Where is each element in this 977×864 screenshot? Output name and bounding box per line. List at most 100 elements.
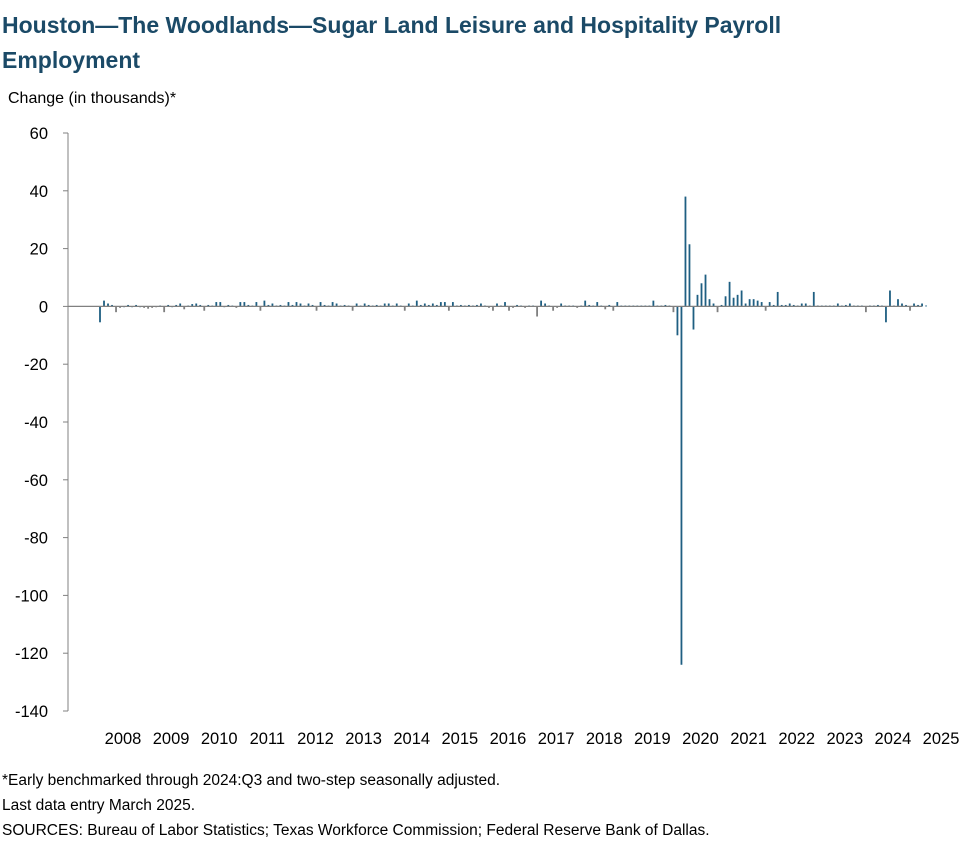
- bar: [744, 303, 747, 307]
- bar: [163, 306, 166, 313]
- y-tick-label: -120: [15, 645, 48, 663]
- bar: [239, 302, 242, 307]
- bar: [788, 303, 791, 307]
- bar: [708, 299, 711, 307]
- bar: [913, 303, 915, 307]
- y-axis-label: Change (in thousands)*: [8, 90, 177, 107]
- bar: [772, 304, 775, 307]
- bar: [476, 304, 478, 307]
- bar: [480, 303, 482, 307]
- y-tick-label: -60: [24, 472, 48, 490]
- y-tick-label: -20: [24, 356, 48, 374]
- chart-notes: *Early benchmarked through 2024:Q3 and t…: [2, 768, 710, 843]
- bar: [792, 304, 795, 307]
- bar: [403, 306, 406, 311]
- x-tick-label: 2012: [297, 730, 334, 748]
- bar: [836, 303, 839, 307]
- bar: [151, 306, 154, 308]
- bar: [584, 300, 587, 307]
- bar: [688, 244, 691, 307]
- bar: [692, 306, 695, 330]
- y-axis: 60 40 20 0 -20 -40 -60 -80 -100 -120 -140: [15, 125, 69, 721]
- bar: [684, 196, 687, 307]
- bar: [901, 303, 903, 307]
- note-last-entry: Last data entry March 2025.: [2, 797, 196, 814]
- bar: [443, 302, 446, 307]
- bar: [728, 281, 731, 307]
- x-tick-label: 2023: [826, 730, 863, 748]
- bar: [552, 306, 555, 311]
- x-tick-label: 2021: [730, 730, 767, 748]
- bar: [227, 304, 230, 307]
- bar: [544, 303, 547, 307]
- x-tick-label: 2015: [441, 730, 478, 748]
- bar: [768, 302, 771, 307]
- bar: [447, 306, 450, 311]
- bar: [255, 302, 258, 307]
- bar: [247, 304, 250, 307]
- bar: [512, 306, 514, 308]
- bar: [612, 306, 615, 311]
- bar: [307, 303, 310, 307]
- bar: [704, 274, 707, 307]
- bar: [524, 306, 526, 308]
- bar: [804, 303, 807, 307]
- bar: [331, 302, 334, 307]
- bar: [435, 304, 438, 307]
- bar: [143, 306, 146, 308]
- bar: [271, 303, 274, 307]
- x-axis: 2008 2009 2010 2011 2012 2013 2014 2015 2016 2017…: [68, 305, 960, 748]
- y-tick-label: -100: [15, 587, 48, 605]
- bar: [560, 303, 563, 307]
- bar: [363, 303, 366, 307]
- bar: [407, 303, 410, 307]
- bar: [111, 304, 113, 307]
- bar: [215, 302, 218, 307]
- bar: [311, 304, 314, 307]
- bar: [588, 304, 591, 307]
- bar: [419, 304, 422, 307]
- bar: [676, 306, 679, 336]
- bar: [865, 306, 867, 313]
- bar: [135, 304, 137, 307]
- bar: [800, 303, 803, 307]
- bar: [351, 306, 354, 311]
- bar: [492, 306, 494, 311]
- bar: [488, 306, 490, 308]
- bar: [335, 303, 338, 307]
- bar: [752, 299, 755, 307]
- bar: [115, 306, 117, 313]
- x-tick-label: 2017: [538, 730, 575, 748]
- bar: [844, 304, 847, 307]
- bar: [652, 300, 655, 307]
- bar: [203, 306, 206, 311]
- bar-series: [99, 196, 927, 665]
- note-benchmark: *Early benchmarked through 2024:Q3 and t…: [2, 772, 501, 789]
- bar: [167, 304, 170, 307]
- y-tick-label: -80: [24, 530, 48, 548]
- x-tick-label: 2024: [875, 730, 912, 748]
- bar: [291, 304, 294, 307]
- bar: [263, 300, 266, 307]
- bar-chart: 60 40 20 0 -20 -40 -60 -80 -100 -120 -140 2008 2009…: [15, 125, 960, 748]
- bar: [431, 303, 434, 307]
- bar: [720, 304, 723, 307]
- bar: [355, 303, 358, 307]
- bar: [596, 302, 599, 307]
- y-tick-label: 60: [30, 125, 48, 143]
- bar: [925, 305, 927, 307]
- y-tick-label: 0: [39, 298, 48, 316]
- bar: [680, 306, 683, 665]
- bar: [195, 303, 198, 307]
- bar: [672, 306, 675, 313]
- bar: [299, 303, 302, 307]
- bar: [415, 300, 418, 307]
- x-tick-label: 2010: [201, 730, 238, 748]
- bar: [175, 304, 178, 307]
- x-tick-label: 2009: [153, 730, 190, 748]
- bar: [319, 302, 322, 307]
- x-tick-label: 2025: [923, 730, 960, 748]
- bar: [516, 304, 518, 307]
- bar: [696, 294, 699, 307]
- x-tick-label: 2019: [634, 730, 671, 748]
